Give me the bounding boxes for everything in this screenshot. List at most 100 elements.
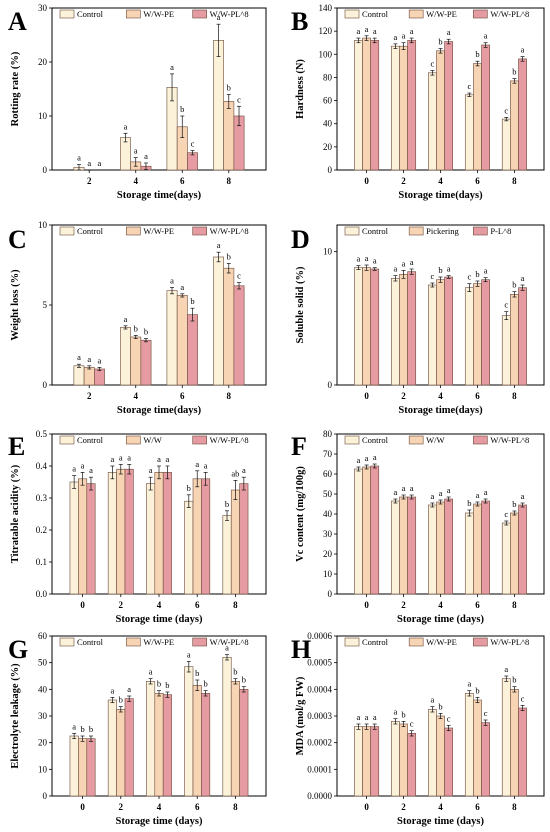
bar — [464, 693, 474, 797]
significance-label: a — [402, 31, 406, 41]
x-tick-label: 2 — [401, 391, 406, 401]
significance-label: c — [447, 713, 451, 723]
significance-label: b — [227, 82, 231, 92]
legend-label: W/W — [143, 435, 161, 445]
significance-label: a — [357, 455, 361, 465]
significance-label: a — [394, 264, 398, 274]
significance-label: a — [373, 712, 377, 722]
bar — [354, 267, 363, 386]
significance-label: a — [166, 454, 170, 464]
bar — [116, 709, 126, 797]
significance-label: a — [365, 453, 369, 463]
significance-label: a — [87, 354, 91, 364]
y-tick-label: 0.0005 — [307, 658, 332, 668]
legend-swatch — [344, 435, 360, 445]
y-axis-title: MDA (mol/g FW) — [295, 676, 306, 755]
y-tick-label: 70 — [323, 449, 333, 459]
x-tick-label: 6 — [195, 600, 200, 610]
legend-swatch — [473, 435, 488, 445]
bar — [166, 290, 178, 386]
y-tick-label: 10 — [323, 569, 333, 579]
y-axis-title: Electrolyte leakage (%) — [10, 663, 21, 769]
bar — [464, 512, 474, 595]
bar — [399, 496, 408, 595]
significance-label: a — [373, 26, 377, 36]
x-tick-label: 2 — [401, 600, 406, 610]
x-tick-label: 2 — [119, 802, 124, 812]
significance-label: a — [77, 153, 81, 163]
legend-label: W/W-PL^8 — [210, 9, 249, 19]
bar — [481, 722, 490, 797]
legend-label: W/W-PE — [426, 9, 457, 19]
significance-label: a — [127, 452, 131, 462]
x-tick-label: 6 — [475, 600, 480, 610]
legend-label: W/W — [426, 435, 444, 445]
significance-label: a — [134, 146, 138, 156]
y-tick-label: 10 — [38, 764, 48, 774]
significance-label: a — [484, 31, 488, 41]
significance-label: a — [402, 258, 406, 268]
significance-label: b — [512, 280, 516, 290]
bar — [391, 500, 400, 595]
legend-swatch — [408, 435, 424, 445]
legend-label: Control — [362, 637, 389, 647]
significance-label: a — [149, 465, 153, 475]
bar — [436, 715, 445, 797]
y-tick-label: 20 — [38, 738, 48, 748]
y-tick-label: 80 — [323, 72, 333, 82]
y-tick-label: 0 — [43, 165, 48, 175]
bar — [192, 478, 202, 595]
significance-label: b — [190, 296, 194, 306]
legend-swatch — [473, 9, 488, 19]
bar — [78, 478, 88, 595]
bar — [354, 40, 363, 171]
x-tick-label: 8 — [512, 600, 517, 610]
significance-label: a — [365, 24, 369, 34]
x-axis-title: Storage time(days) — [398, 190, 483, 201]
bar — [407, 271, 417, 386]
significance-label: a — [225, 643, 229, 653]
y-tick-label: 20 — [323, 142, 333, 152]
y-axis-title: Soluble solid (%) — [295, 266, 306, 344]
bar — [222, 657, 232, 797]
x-tick-label: 2 — [87, 391, 92, 401]
significance-label: a — [72, 464, 76, 474]
significance-label: a — [72, 721, 76, 731]
significance-label: a — [521, 45, 525, 55]
bar — [222, 515, 232, 595]
bar — [120, 137, 131, 171]
panel-letter: C — [8, 225, 27, 254]
significance-label: b — [180, 104, 184, 114]
bar — [444, 498, 453, 595]
y-tick-label: 0 — [328, 380, 333, 390]
x-tick-label: 0 — [80, 600, 85, 610]
y-axis-title: Titratable acidity (%) — [10, 464, 21, 563]
significance-label: c — [467, 272, 471, 282]
bar — [230, 681, 240, 797]
bar — [510, 512, 519, 595]
y-tick-label: 0.1 — [36, 557, 47, 567]
significance-label: b — [157, 679, 161, 689]
y-axis-title: Rotting rate (%) — [10, 51, 21, 126]
y-tick-label: 80 — [323, 429, 333, 439]
bar — [239, 483, 249, 595]
x-tick-label: 0 — [364, 391, 369, 401]
bar — [518, 58, 527, 171]
significance-label: c — [237, 94, 241, 104]
bar — [464, 287, 474, 386]
bar — [78, 738, 88, 797]
x-tick-label: 6 — [475, 802, 480, 812]
bar — [239, 689, 249, 797]
x-tick-label: 2 — [87, 176, 92, 186]
bar — [362, 466, 371, 595]
bar — [146, 483, 156, 595]
significance-label: a — [394, 707, 398, 717]
significance-label: a — [110, 454, 114, 464]
significance-label: c — [521, 693, 525, 703]
bar — [107, 472, 117, 595]
